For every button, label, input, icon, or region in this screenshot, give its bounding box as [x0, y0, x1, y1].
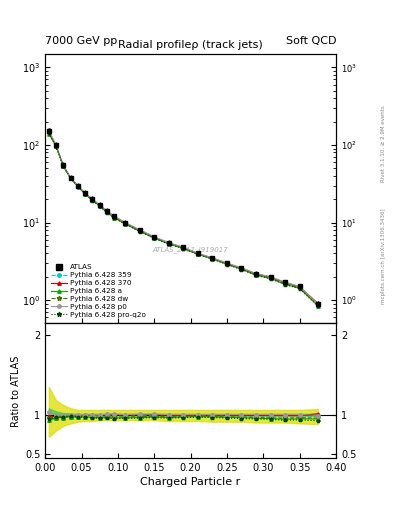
Text: mcplots.cern.ch [arXiv:1306.3436]: mcplots.cern.ch [arXiv:1306.3436]	[381, 208, 386, 304]
Y-axis label: Ratio to ATLAS: Ratio to ATLAS	[11, 355, 21, 426]
X-axis label: Charged Particle r: Charged Particle r	[140, 477, 241, 487]
Text: 7000 GeV pp: 7000 GeV pp	[45, 36, 118, 46]
Legend: ATLAS, Pythia 6.428 359, Pythia 6.428 370, Pythia 6.428 a, Pythia 6.428 dw, Pyth: ATLAS, Pythia 6.428 359, Pythia 6.428 37…	[49, 262, 148, 320]
Text: ATLAS_2011_I919017: ATLAS_2011_I919017	[153, 247, 228, 253]
Text: Rivet 3.1.10, ≥ 2.9M events: Rivet 3.1.10, ≥ 2.9M events	[381, 105, 386, 182]
Text: Soft QCD: Soft QCD	[286, 36, 336, 46]
Title: Radial profileρ (track jets): Radial profileρ (track jets)	[118, 40, 263, 50]
